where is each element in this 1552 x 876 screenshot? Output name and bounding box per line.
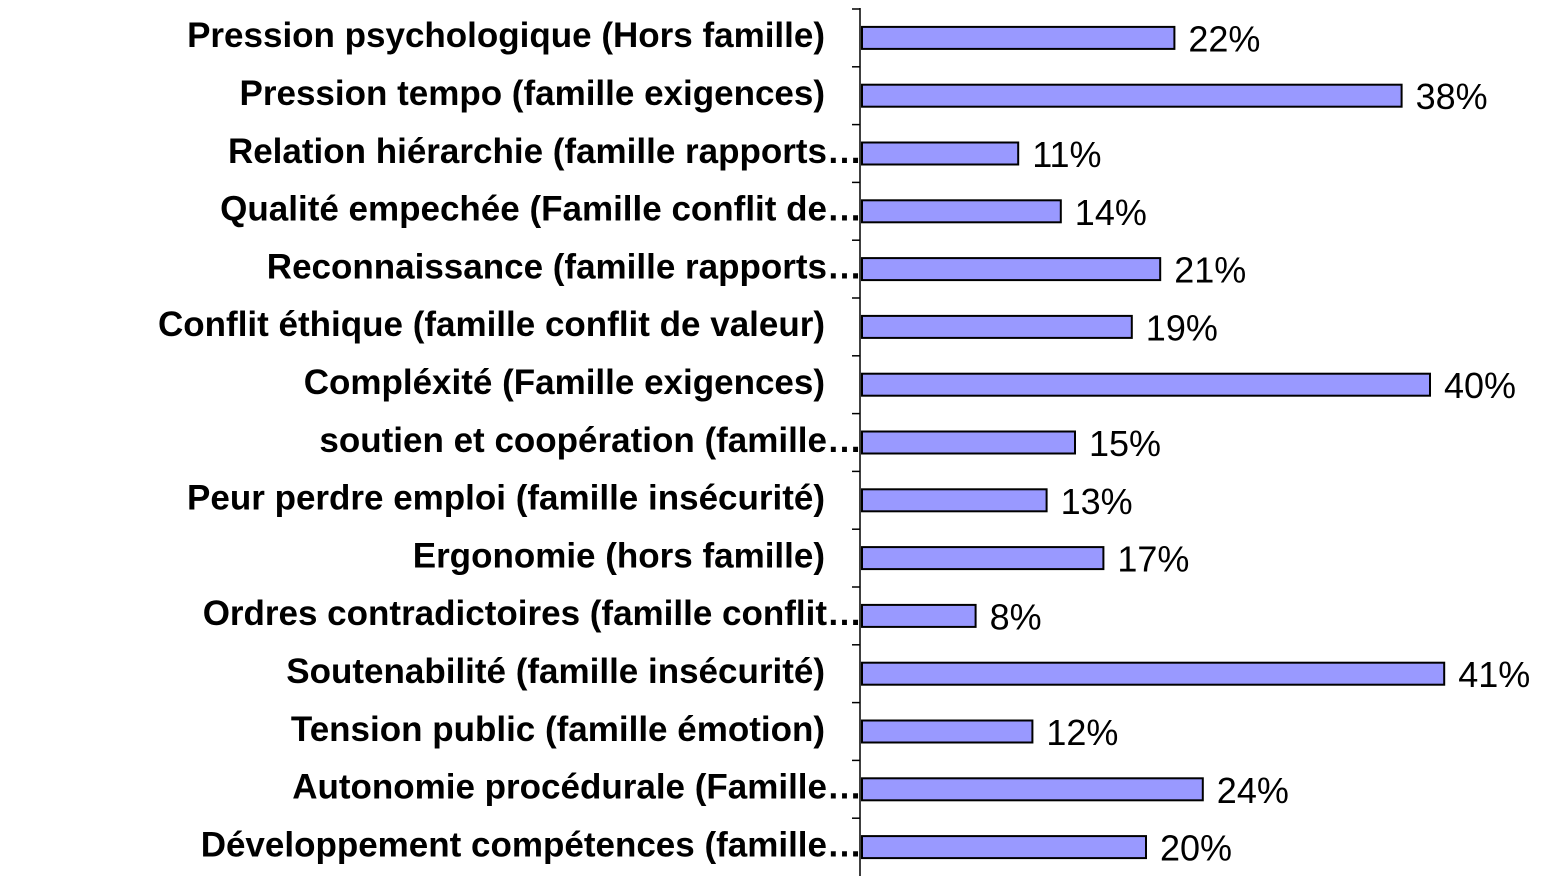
value-label: 8% — [990, 596, 1042, 637]
category-label: Pression tempo (famille exigences) — [240, 74, 825, 113]
category-label: Relation hiérarchie (famille rapports… — [228, 132, 862, 171]
bar — [861, 430, 1076, 455]
value-label: 41% — [1458, 654, 1530, 695]
category-label: Autonomie procédurale (Famille… — [292, 768, 862, 807]
category-label: soutien et coopération (famille… — [319, 421, 862, 460]
value-label: 15% — [1089, 423, 1161, 464]
category-label: Tension public (famille émotion) — [291, 710, 825, 749]
bar — [861, 719, 1034, 744]
value-label: 24% — [1217, 770, 1289, 811]
category-label: Conflit éthique (famille conflit de vale… — [158, 305, 825, 344]
value-label: 21% — [1174, 250, 1246, 291]
value-label: 12% — [1046, 712, 1118, 753]
category-label: Compléxité (Famille exigences) — [304, 363, 825, 402]
bar — [861, 661, 1446, 686]
bar — [861, 488, 1048, 513]
category-label: Ordres contradictoires (famille conflit… — [203, 594, 862, 633]
bar — [861, 603, 977, 628]
bar — [861, 83, 1403, 108]
value-label: 20% — [1160, 828, 1232, 869]
value-label: 38% — [1416, 76, 1488, 117]
bar — [861, 25, 1176, 50]
bar — [861, 835, 1147, 860]
value-label: 11% — [1032, 134, 1101, 175]
category-label: Soutenabilité (famille insécurité) — [286, 652, 825, 691]
bar — [861, 372, 1431, 397]
bar — [861, 314, 1133, 339]
category-label: Pression psychologique (Hors famille) — [187, 16, 825, 55]
category-label: Peur perdre emploi (famille insécurité) — [187, 479, 825, 518]
value-label: 22% — [1188, 18, 1260, 59]
bar — [861, 141, 1020, 166]
category-label: Qualité empechée (Famille conflit de… — [220, 190, 862, 229]
value-label: 14% — [1075, 192, 1147, 233]
category-label: Ergonomie (hors famille) — [413, 536, 825, 575]
value-label: 40% — [1444, 365, 1516, 406]
value-label: 19% — [1146, 307, 1218, 348]
category-label: Reconnaissance (famille rapports… — [267, 247, 862, 286]
category-label: Développement compétences (famille… — [201, 825, 862, 864]
bar — [861, 199, 1062, 224]
bar — [861, 546, 1105, 571]
bar — [861, 777, 1204, 802]
value-label: 13% — [1061, 481, 1133, 522]
bar — [861, 257, 1162, 282]
value-label: 17% — [1117, 539, 1189, 580]
